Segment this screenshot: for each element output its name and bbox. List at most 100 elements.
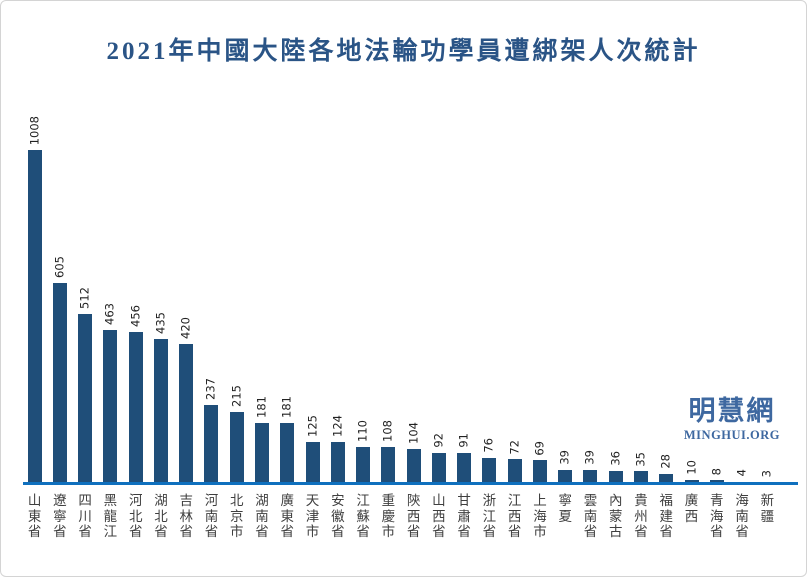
category-label-char: 市 bbox=[230, 524, 244, 539]
category-label-char: 山 bbox=[27, 493, 42, 508]
bar bbox=[280, 423, 295, 483]
bar-column: 72 bbox=[502, 106, 527, 483]
category-label-char: 省 bbox=[710, 524, 724, 539]
bar bbox=[507, 459, 522, 483]
bar-value-label: 181 bbox=[254, 396, 269, 419]
category-label-char: 江 bbox=[507, 493, 522, 508]
bar bbox=[103, 330, 118, 483]
category-label-char: 市 bbox=[305, 524, 320, 539]
category-label-char: 省 bbox=[128, 524, 143, 539]
category-label-char: 疆 bbox=[760, 508, 775, 524]
minghui-domain-text: MINGHUI.ORG bbox=[683, 427, 780, 442]
bar bbox=[406, 448, 421, 483]
category-label: 山東省 bbox=[22, 493, 47, 540]
category-label-char: 州 bbox=[634, 508, 648, 524]
bar-column: 420 bbox=[174, 106, 199, 483]
bar bbox=[659, 473, 674, 483]
category-label: 北京市 bbox=[224, 493, 249, 540]
bar-column: 605 bbox=[47, 106, 72, 483]
category-label-char: 西 bbox=[406, 508, 421, 524]
bar-value-label: 72 bbox=[506, 439, 521, 455]
category-label: 江西省 bbox=[502, 493, 527, 540]
category-label-char: 省 bbox=[255, 524, 269, 539]
category-label: 安徽省 bbox=[325, 493, 350, 540]
category-label-char: 市 bbox=[533, 524, 547, 539]
bar-column: 108 bbox=[376, 106, 401, 483]
category-label-char: 貴 bbox=[634, 493, 648, 508]
category-label-char: 海 bbox=[735, 493, 749, 508]
bar-value-label: 4 bbox=[734, 469, 749, 477]
bar-column: 91 bbox=[452, 106, 477, 483]
bar-value-label: 605 bbox=[52, 256, 67, 279]
category-label-char: 省 bbox=[27, 524, 42, 539]
bar-column: 124 bbox=[325, 106, 350, 483]
bar-column: 110 bbox=[350, 106, 375, 483]
category-label-char: 內 bbox=[608, 493, 623, 508]
category-label-char: 東 bbox=[280, 508, 295, 524]
bar bbox=[330, 442, 345, 483]
bar bbox=[229, 411, 244, 483]
chart-title: 2021年中國大陸各地法輪功學員遭綁架人次統計 bbox=[106, 38, 701, 65]
bar-value-label: 110 bbox=[355, 419, 370, 442]
category-label-char: 古 bbox=[608, 524, 623, 539]
bar-value-label: 124 bbox=[330, 415, 345, 438]
bar-value-label: 35 bbox=[633, 451, 648, 467]
minghui-watermark: 明慧網 MINGHUI.ORG bbox=[683, 396, 780, 443]
category-label-char: 北 bbox=[128, 508, 143, 524]
category-label-char: 東 bbox=[27, 508, 42, 524]
bar bbox=[27, 150, 42, 483]
category-label-char: 青 bbox=[710, 493, 724, 508]
bar-value-label: 76 bbox=[481, 438, 496, 453]
category-label-char: 雲 bbox=[583, 493, 598, 508]
category-label-char: 省 bbox=[457, 524, 471, 539]
category-label-char: 夏 bbox=[558, 508, 572, 524]
category-label-char: 川 bbox=[78, 508, 92, 524]
category-label-char: 西 bbox=[507, 508, 522, 524]
bar bbox=[179, 344, 194, 483]
category-label-char: 省 bbox=[53, 524, 67, 539]
bar-column: 76 bbox=[477, 106, 502, 483]
category-label-char: 吉 bbox=[179, 493, 193, 508]
category-label-char: 海 bbox=[533, 508, 547, 524]
category-label-char: 陝 bbox=[406, 493, 421, 508]
bar-value-label: 39 bbox=[557, 450, 572, 466]
category-label: 遼寧省 bbox=[47, 493, 72, 540]
category-label-char: 甘 bbox=[457, 493, 471, 508]
bar-value-label: 463 bbox=[102, 303, 117, 326]
category-label-char: 浙 bbox=[482, 493, 497, 508]
category-label: 貴州省 bbox=[628, 493, 653, 540]
category-label: 廣東省 bbox=[275, 493, 300, 540]
category-label-char: 四 bbox=[78, 493, 92, 508]
category-label-char: 廣 bbox=[280, 493, 295, 508]
category-label-char: 天 bbox=[305, 493, 320, 508]
category-label-char: 福 bbox=[659, 493, 674, 508]
category-label-char: 省 bbox=[204, 524, 219, 539]
category-label-char: 南 bbox=[735, 508, 749, 524]
category-label: 雲南省 bbox=[578, 493, 603, 540]
category-label-char: 津 bbox=[305, 508, 320, 524]
bar bbox=[381, 447, 396, 483]
bar-value-label: 435 bbox=[153, 312, 168, 335]
bar bbox=[52, 283, 67, 483]
category-label: 青海省 bbox=[704, 493, 729, 540]
category-label: 甘肅省 bbox=[452, 493, 477, 540]
bar bbox=[204, 404, 219, 483]
bar-value-label: 420 bbox=[178, 317, 193, 340]
category-label-char: 省 bbox=[331, 524, 345, 539]
category-label-char: 省 bbox=[154, 524, 168, 539]
bar-value-label: 39 bbox=[582, 450, 597, 466]
category-label-char: 蘇 bbox=[356, 508, 370, 524]
category-label-char: 慶 bbox=[381, 508, 396, 524]
category-label-char: 省 bbox=[406, 524, 421, 539]
bar-column: 35 bbox=[628, 106, 653, 483]
bar-column: 92 bbox=[426, 106, 451, 483]
bar-column: 456 bbox=[123, 106, 148, 483]
category-label-char: 省 bbox=[179, 524, 193, 539]
category-label-char: 河 bbox=[204, 493, 219, 508]
bar bbox=[255, 423, 270, 483]
bar-column: 10 bbox=[679, 106, 704, 483]
bar bbox=[558, 470, 573, 483]
category-label: 江蘇省 bbox=[350, 493, 375, 540]
category-label-char: 南 bbox=[255, 508, 269, 524]
category-label-char: 省 bbox=[356, 524, 370, 539]
